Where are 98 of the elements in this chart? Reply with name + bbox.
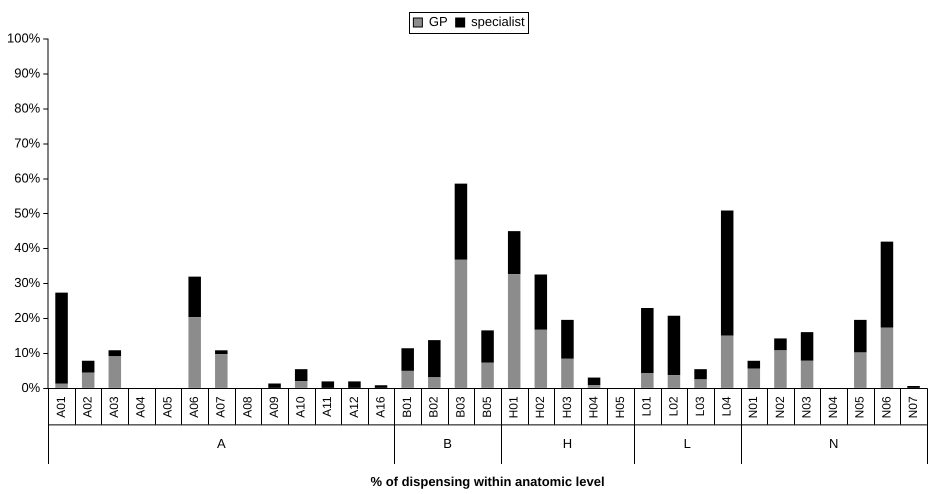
bar — [108, 356, 122, 388]
bar — [668, 375, 680, 388]
x-tick-label: N05 — [852, 396, 867, 418]
bar — [428, 340, 441, 378]
x-tick-label: A02 — [80, 396, 94, 418]
bar — [294, 381, 308, 388]
bar — [694, 369, 707, 380]
bar — [748, 368, 760, 388]
x-tick-label: N03 — [799, 396, 814, 418]
bar — [82, 372, 94, 388]
bar — [774, 338, 787, 350]
x-tick-label: A16 — [373, 396, 388, 418]
bar — [454, 184, 468, 260]
y-tick-label: 100% — [7, 30, 41, 46]
text: N — [829, 436, 838, 451]
x-tick-label: A09 — [266, 396, 281, 418]
x-tick-label: A05 — [160, 396, 174, 418]
x-tick-label: B03 — [453, 396, 468, 418]
bar — [294, 369, 308, 382]
x-tick-label: A10 — [294, 396, 308, 418]
bar — [401, 370, 414, 388]
x-tick-label: H04 — [586, 396, 600, 418]
y-tick-label: 90% — [14, 66, 41, 81]
bar — [774, 350, 787, 388]
x-tick-label: L01 — [640, 396, 654, 416]
x-tick-label: A06 — [187, 396, 201, 418]
bar — [188, 276, 201, 318]
x-tick-label: B02 — [426, 396, 441, 418]
legend-label: GP — [428, 14, 448, 30]
bar — [720, 336, 734, 388]
bar — [188, 317, 201, 388]
x-tick-label: L03 — [692, 396, 707, 416]
legend-label: specialist — [471, 14, 526, 30]
bar — [561, 358, 574, 388]
y-tick-label: 10% — [14, 345, 41, 360]
bar — [481, 362, 494, 388]
x-tick-label: H05 — [613, 396, 628, 418]
text: H — [562, 436, 572, 451]
x-tick-label: N04 — [826, 396, 840, 418]
x-tick-label: H01 — [506, 396, 521, 418]
x-tick-label: H02 — [533, 396, 548, 418]
x-tick-label: L04 — [720, 396, 734, 416]
bar — [82, 360, 94, 373]
text: L — [684, 436, 691, 451]
bar — [588, 378, 600, 386]
y-tick-label: 30% — [14, 275, 41, 290]
y-tick-label: 0% — [21, 380, 41, 395]
bar — [720, 210, 734, 336]
x-tick-label: B01 — [400, 396, 414, 418]
x-tick-label: B05 — [480, 396, 494, 418]
bar — [401, 348, 414, 371]
bar — [748, 360, 760, 368]
y-tick-label: 50% — [14, 205, 41, 220]
x-tick-label: H03 — [560, 396, 574, 418]
x-tick-label: N02 — [772, 396, 787, 418]
bar — [534, 274, 548, 330]
y-tick-label: 60% — [14, 170, 41, 186]
bar — [508, 231, 520, 274]
y-tick-label: 20% — [14, 310, 41, 326]
x-tick-label: A04 — [134, 396, 148, 418]
x-tick-label: A12 — [346, 396, 361, 418]
bar — [800, 332, 814, 361]
bar — [880, 242, 894, 328]
bar — [108, 350, 122, 356]
bar — [55, 383, 68, 388]
x-tick-label: A11 — [320, 396, 334, 417]
x-tick-label: L02 — [666, 396, 680, 416]
x-tick-label: N06 — [879, 396, 894, 418]
bar — [55, 292, 68, 384]
bar — [428, 377, 441, 388]
bar — [641, 373, 654, 388]
x-tick-label: N01 — [746, 396, 760, 418]
bar — [561, 320, 574, 359]
y-tick-label: 80% — [14, 100, 41, 116]
x-axis-title: % of dispensing within anatomic level — [370, 474, 605, 489]
bar — [508, 274, 520, 388]
bar — [215, 354, 228, 388]
bar — [481, 330, 494, 363]
bar — [641, 308, 654, 374]
text: A — [216, 436, 226, 451]
bar — [880, 328, 894, 388]
bar — [215, 350, 228, 354]
bar — [800, 360, 814, 388]
x-tick-label: A07 — [214, 396, 228, 418]
bar — [534, 330, 548, 388]
bar — [668, 316, 680, 376]
y-tick-label: 40% — [14, 240, 41, 256]
bar — [854, 320, 867, 352]
bar — [854, 352, 867, 388]
bar — [588, 385, 600, 388]
x-tick-label: A03 — [107, 396, 122, 418]
bar — [454, 260, 468, 388]
y-tick-label: 70% — [14, 135, 41, 150]
bar — [694, 379, 707, 388]
x-tick-label: A08 — [240, 396, 254, 418]
x-tick-label: A01 — [54, 396, 68, 418]
x-tick-label: N07 — [906, 396, 920, 418]
text: B — [443, 436, 452, 451]
